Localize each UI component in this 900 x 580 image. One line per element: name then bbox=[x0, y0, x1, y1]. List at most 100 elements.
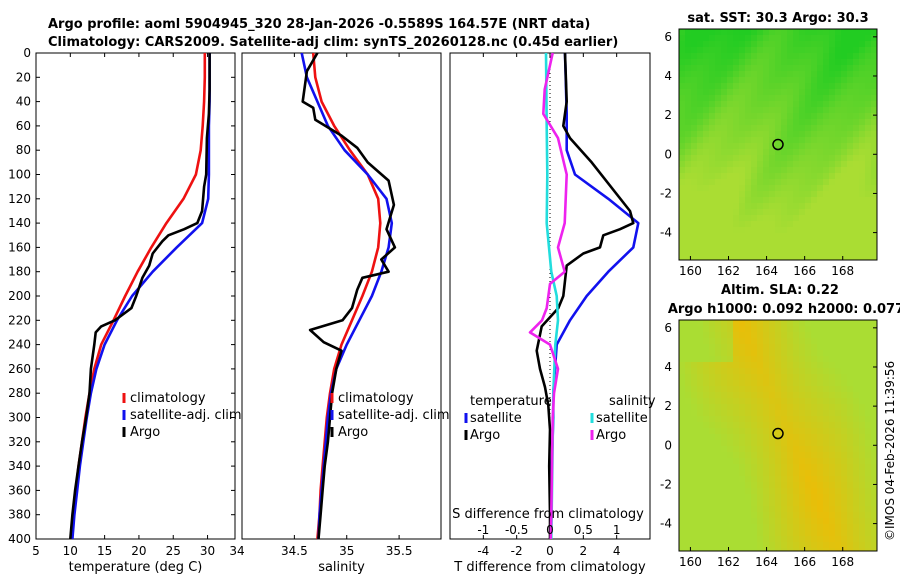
sla-map-cell bbox=[763, 512, 769, 518]
sla-map-cell bbox=[685, 470, 691, 476]
sst-map-cell bbox=[775, 215, 781, 221]
sst-map-cell bbox=[733, 89, 739, 95]
sla-map-cell bbox=[859, 524, 865, 530]
sla-map-cell bbox=[757, 452, 763, 458]
x-tick-label: 5 bbox=[32, 544, 40, 558]
sla-map-cell bbox=[745, 452, 751, 458]
sla-map-cell bbox=[757, 332, 763, 338]
sst-map-cell bbox=[715, 71, 721, 77]
sst-map-cell bbox=[781, 71, 787, 77]
sla-map-cell bbox=[853, 404, 859, 410]
sla-map-cell bbox=[685, 440, 691, 446]
sla-map-cell bbox=[823, 482, 829, 488]
sst-map-cell bbox=[703, 77, 709, 83]
sla-map-cell bbox=[727, 428, 733, 434]
sla-map-cell bbox=[805, 524, 811, 530]
sla-map-cell bbox=[769, 362, 775, 368]
sla-map-cell bbox=[733, 506, 739, 512]
sla-map-cell bbox=[853, 542, 859, 548]
sst-map-cell bbox=[817, 185, 823, 191]
sla-map-cell bbox=[823, 416, 829, 422]
sst-map-cell bbox=[703, 245, 709, 251]
sla-map-cell bbox=[763, 524, 769, 530]
sst-map-cell bbox=[739, 173, 745, 179]
sst-map-cell bbox=[853, 119, 859, 125]
sla-map-cell bbox=[865, 422, 871, 428]
sla-map-cell bbox=[691, 440, 697, 446]
sst-map-cell bbox=[691, 167, 697, 173]
sst-map-cell bbox=[739, 65, 745, 71]
sla-map-cell bbox=[859, 338, 865, 344]
sst-map-cell bbox=[781, 65, 787, 71]
sst-map-cell bbox=[751, 101, 757, 107]
sla-map-cell bbox=[847, 428, 853, 434]
sst-map-cell bbox=[751, 233, 757, 239]
sla-map-cell bbox=[781, 380, 787, 386]
sst-map-cell bbox=[709, 251, 715, 257]
sst-map-cell bbox=[865, 53, 871, 59]
sla-map-cell bbox=[721, 380, 727, 386]
sst-map-cell bbox=[793, 107, 799, 113]
sla-map-cell bbox=[781, 392, 787, 398]
sla-map-cell bbox=[871, 446, 877, 452]
sst-map-cell bbox=[703, 125, 709, 131]
sla-map-cell bbox=[811, 344, 817, 350]
sst-map-cell bbox=[829, 245, 835, 251]
sla-map-cell bbox=[733, 536, 739, 542]
sst-map-cell bbox=[751, 221, 757, 227]
sla-map-cell bbox=[709, 326, 715, 332]
sst-map-cell bbox=[835, 233, 841, 239]
sla-map-cell bbox=[703, 506, 709, 512]
sla-map-cell bbox=[721, 404, 727, 410]
sst-map-cell bbox=[793, 173, 799, 179]
sst-map-cell bbox=[739, 167, 745, 173]
sla-map-cell bbox=[871, 452, 877, 458]
sla-map-cell bbox=[841, 536, 847, 542]
sla-map-cell bbox=[847, 470, 853, 476]
sla-map-cell bbox=[841, 524, 847, 530]
sst-map-cell bbox=[709, 155, 715, 161]
sla-map-cell bbox=[781, 512, 787, 518]
sla-map-cell bbox=[697, 410, 703, 416]
sst-map-cell bbox=[775, 113, 781, 119]
sst-map-cell bbox=[835, 95, 841, 101]
y-tick-label: 380 bbox=[8, 508, 31, 522]
y-tick-label: 6 bbox=[664, 321, 672, 335]
sla-map-cell bbox=[781, 416, 787, 422]
sla-map-cell bbox=[799, 380, 805, 386]
x-tick-label: 162 bbox=[717, 264, 740, 278]
sst-map-cell bbox=[805, 167, 811, 173]
sla-map-cell bbox=[781, 446, 787, 452]
sla-map-cell bbox=[829, 326, 835, 332]
sst-map-cell bbox=[787, 95, 793, 101]
sst-map-cell bbox=[871, 95, 877, 101]
sla-map-cell bbox=[859, 530, 865, 536]
sst-map-cell bbox=[775, 89, 781, 95]
sla-map-cell bbox=[841, 548, 847, 551]
sla-map-cell bbox=[811, 380, 817, 386]
sla-map-cell bbox=[829, 386, 835, 392]
sla-map-cell bbox=[847, 530, 853, 536]
sla-map-cell bbox=[679, 398, 685, 404]
sst-map-cell bbox=[697, 95, 703, 101]
y-tick-label: 240 bbox=[8, 338, 31, 352]
sla-map-cell bbox=[853, 512, 859, 518]
sst-map-cell bbox=[841, 47, 847, 53]
sla-map-cell bbox=[811, 410, 817, 416]
sst-map-cell bbox=[781, 191, 787, 197]
sst-map-cell bbox=[727, 209, 733, 215]
sst-map-cell bbox=[751, 251, 757, 257]
sst-map-cell bbox=[847, 203, 853, 209]
sla-map-cell bbox=[835, 434, 841, 440]
sla-map-cell bbox=[811, 446, 817, 452]
sst-map-cell bbox=[709, 257, 715, 260]
y-tick-label: 100 bbox=[8, 168, 31, 182]
sla-map-cell bbox=[769, 446, 775, 452]
sst-map-cell bbox=[841, 71, 847, 77]
sla-map-cell bbox=[697, 542, 703, 548]
sla-map-cell bbox=[847, 320, 853, 326]
sla-map-cell bbox=[817, 368, 823, 374]
sst-map-cell bbox=[697, 35, 703, 41]
sst-map-cell bbox=[865, 215, 871, 221]
sst-map-cell bbox=[865, 227, 871, 233]
